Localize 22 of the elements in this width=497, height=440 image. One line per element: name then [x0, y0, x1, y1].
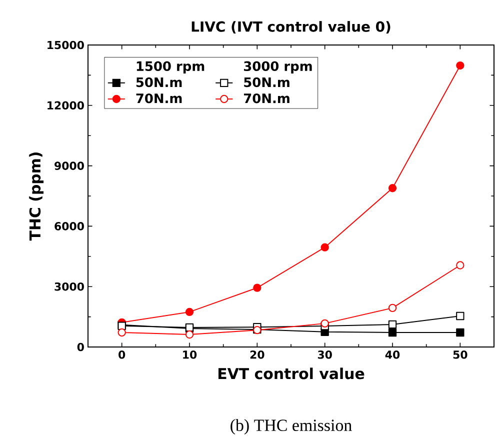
y-tick-label: 12000	[48, 101, 84, 110]
x-tick-label: 40	[385, 350, 400, 359]
annotation: 1500 rpm	[136, 61, 204, 74]
x-axis-title: EVT control value	[218, 368, 364, 380]
x-tick-label: 30	[318, 350, 332, 359]
legend-label: 50N.m	[244, 77, 290, 88]
y-tick-label: 3000	[54, 282, 84, 291]
x-tick-label: 20	[250, 350, 264, 359]
annotation: 3000 rpm	[244, 61, 312, 74]
y-tick-label: 0	[77, 342, 84, 352]
y-tick-label: 6000	[54, 222, 84, 230]
x-tick-label: 0	[118, 350, 126, 359]
legend-label: 70N.m	[136, 93, 182, 104]
legend-label: 50N.m	[136, 77, 182, 88]
y-tick-label: 9000	[54, 162, 84, 170]
x-tick-label: 10	[183, 350, 197, 359]
y-tick-label: 15000	[48, 40, 84, 50]
x-tick-label: 50	[453, 350, 468, 359]
chart-title: LIVC (IVT control value 0)	[192, 21, 390, 34]
y-axis-title: THC (ppm)	[29, 152, 44, 241]
text: (b) THC emission	[230, 419, 352, 434]
legend-label: 70N.m	[244, 93, 290, 104]
